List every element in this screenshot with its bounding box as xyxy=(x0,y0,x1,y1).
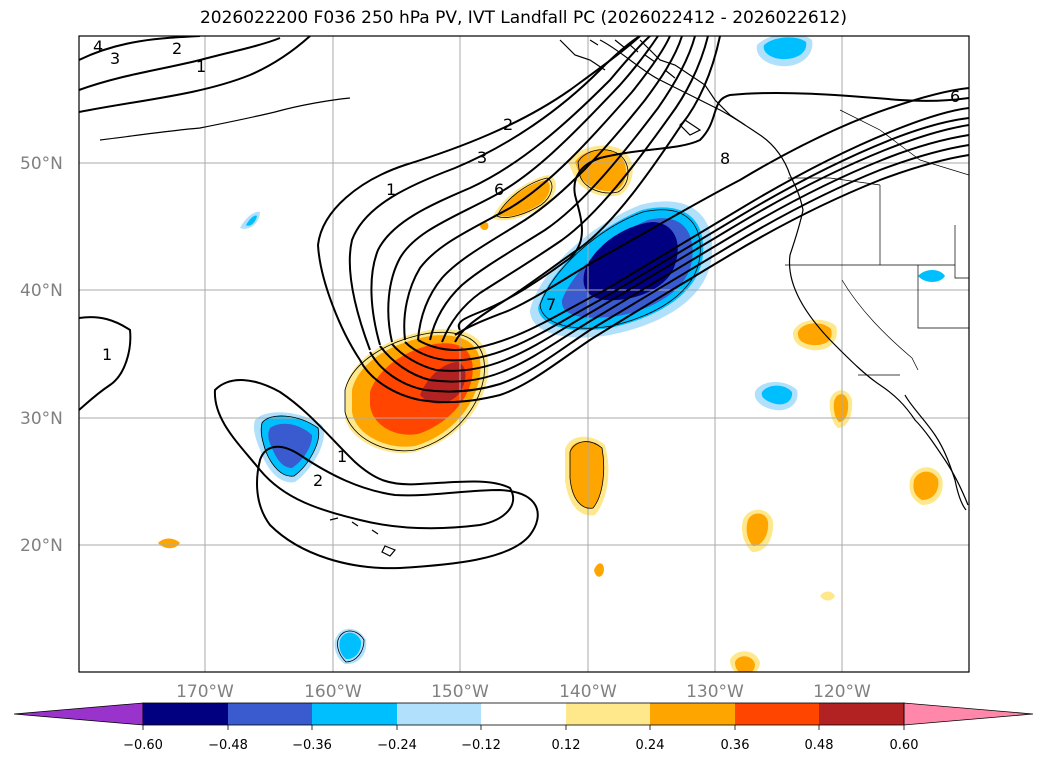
colorbar-tick: 0.60 xyxy=(890,738,919,753)
contour-label: 3 xyxy=(110,49,120,68)
lat-label-30n: 30°N xyxy=(20,409,63,429)
colorbar-bin xyxy=(397,703,481,725)
colorbar-tick: −0.48 xyxy=(208,738,248,753)
lon-label-130w: 130°W xyxy=(686,682,744,702)
plot-frame xyxy=(78,35,970,673)
lon-label-120w: 120°W xyxy=(813,682,871,702)
colorbar-bin xyxy=(735,703,819,725)
grid-lines xyxy=(79,36,969,672)
contour-label: 1 xyxy=(196,57,206,76)
colorbar-tick: 0.48 xyxy=(805,738,834,753)
colorbar-extend-high xyxy=(903,702,1034,726)
contour-label: 2 xyxy=(503,115,513,134)
colorbar-bin xyxy=(481,703,566,725)
contour-label: 1 xyxy=(102,345,112,364)
lat-label-50n: 50°N xyxy=(20,154,63,174)
colorbar-bin xyxy=(819,703,904,725)
contour-label: 6 xyxy=(494,180,504,199)
contour-label: 1 xyxy=(337,447,347,466)
contour-label: 4 xyxy=(93,37,103,56)
lon-label-140w: 140°W xyxy=(559,682,617,702)
colorbar-bin xyxy=(650,703,735,725)
colorbar-tick: 0.24 xyxy=(636,738,665,753)
lat-label-20n: 20°N xyxy=(20,536,63,556)
contour-label: 6 xyxy=(950,87,960,106)
lon-label-150w: 150°W xyxy=(431,682,489,702)
map-title: 2026022200 F036 250 hPa PV, IVT Landfall… xyxy=(199,8,847,28)
longitude-labels: 170°W 160°W 150°W 140°W 130°W 120°W xyxy=(176,682,871,702)
colorbar-extend-low xyxy=(13,702,144,726)
lat-label-40n: 40°N xyxy=(20,281,63,301)
colorbar-tick: −0.12 xyxy=(461,738,501,753)
contour-label: 2 xyxy=(313,471,323,490)
colorbar-frame xyxy=(142,702,905,726)
colorbar-tick: −0.24 xyxy=(377,738,417,753)
colorbar-tick: −0.36 xyxy=(292,738,332,753)
colorbar-bin xyxy=(143,703,228,725)
lon-label-160w: 160°W xyxy=(304,682,362,702)
contour-label: 8 xyxy=(720,149,730,168)
contour-labels: 4 3 2 1 6 8 7 1 1 2 1 2 3 6 xyxy=(93,37,960,490)
colorbar: −0.60 −0.48 −0.36 −0.24 −0.12 0.12 0.24 … xyxy=(13,702,1034,753)
lon-label-170w: 170°W xyxy=(176,682,234,702)
contour-label: 1 xyxy=(386,180,396,199)
contour-label: 7 xyxy=(546,295,556,314)
colorbar-bin xyxy=(312,703,397,725)
plot-area xyxy=(79,36,969,672)
colorbar-bin xyxy=(228,703,312,725)
colorbar-tick: −0.60 xyxy=(123,738,163,753)
ivt-contours xyxy=(79,36,969,570)
contour-label: 3 xyxy=(477,148,487,167)
contour-label: 2 xyxy=(172,39,182,58)
colorbar-tick: 0.36 xyxy=(721,738,750,753)
latitude-labels: 50°N 40°N 30°N 20°N xyxy=(20,154,63,556)
pv-thin-contours xyxy=(260,149,701,663)
colorbar-tick: 0.12 xyxy=(552,738,581,753)
colorbar-bin xyxy=(566,703,650,725)
